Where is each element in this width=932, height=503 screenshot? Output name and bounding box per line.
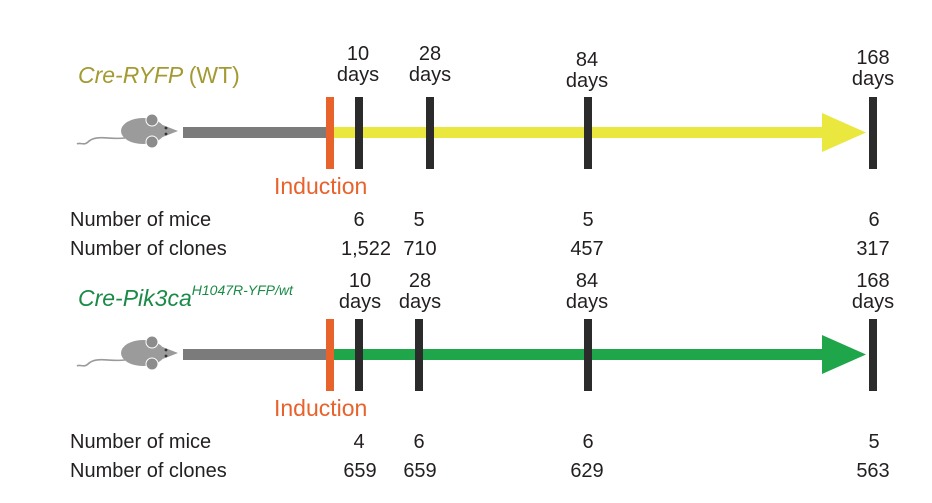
induction-label: Induction (274, 395, 368, 421)
mouse-icon (76, 113, 178, 149)
mice-count: 5 (868, 431, 880, 453)
timepoint-label-10: 10 days (336, 43, 380, 86)
mice-count: 6 (353, 209, 365, 231)
strain-label-pik3ca: Cre-Pik3caH1047R-YFP/wt (78, 282, 293, 311)
timepoint-label-10: 10 days (338, 270, 382, 313)
timeline-wt (76, 97, 877, 169)
clone-count: 659 (403, 460, 437, 482)
mice-row-label: Number of mice (70, 431, 212, 453)
timepoint-label-168: 168 days (851, 270, 895, 313)
induction-marker (326, 97, 334, 169)
clone-count: 317 (856, 238, 890, 260)
clone-count: 659 (343, 460, 377, 482)
clones-row-label: Number of clones (70, 238, 227, 260)
timeline-arrow-icon (822, 335, 866, 374)
timeline-arrow-icon (822, 113, 866, 152)
timepoint-tick-28 (426, 97, 434, 169)
mice-count: 4 (353, 431, 365, 453)
timepoint-tick-168 (869, 319, 877, 391)
timepoint-tick-28 (415, 319, 423, 391)
timepoint-tick-84 (584, 97, 592, 169)
mice-count: 6 (868, 209, 880, 231)
timepoint-tick-168 (869, 97, 877, 169)
clones-row-label: Number of clones (70, 460, 227, 482)
induction-marker (326, 319, 334, 391)
timeline-arrow-shaft (330, 349, 835, 360)
timeline-arrow-shaft (330, 127, 835, 138)
clone-count: 457 (570, 238, 604, 260)
timepoint-label-84: 84 days (565, 270, 609, 313)
timepoint-label-28: 28 days (408, 43, 452, 86)
timeline-pik3ca (76, 319, 877, 391)
mice-count: 5 (582, 209, 594, 231)
strain-label-wt: Cre-RYFP (WT) (78, 62, 240, 88)
clone-count: 563 (856, 460, 890, 482)
timepoint-label-28: 28 days (398, 270, 442, 313)
clone-count: 1,522 (340, 238, 392, 260)
timepoint-tick-10 (355, 319, 363, 391)
mouse-icon (76, 335, 178, 371)
mice-count: 5 (413, 209, 425, 231)
mice-row-label: Number of mice (70, 209, 212, 231)
induction-label: Induction (274, 173, 368, 199)
pre-induction-bar (183, 349, 330, 360)
clone-count: 629 (570, 460, 604, 482)
timepoint-tick-84 (584, 319, 592, 391)
mice-count: 6 (582, 431, 594, 453)
timepoint-label-84: 84 days (565, 49, 609, 92)
timepoint-label-168: 168 days (851, 47, 895, 90)
mice-count: 6 (413, 431, 425, 453)
clone-count: 710 (403, 238, 437, 260)
timepoint-tick-10 (355, 97, 363, 169)
pre-induction-bar (183, 127, 330, 138)
